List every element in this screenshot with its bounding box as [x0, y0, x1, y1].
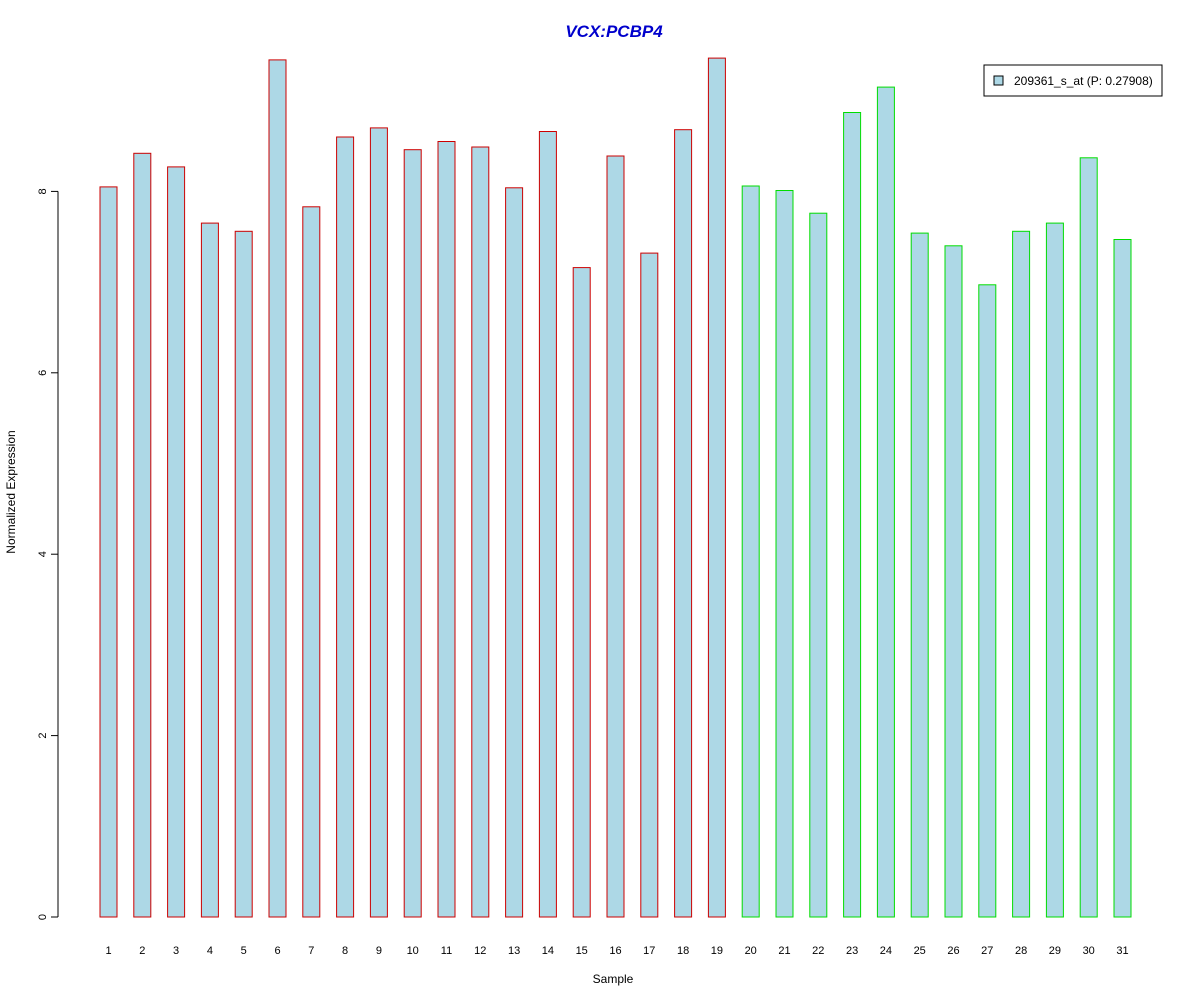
bar-sample-15: [572, 267, 591, 918]
x-tick-label: 6: [274, 945, 280, 957]
x-tick-label: 13: [508, 945, 520, 957]
bar-sample-27: [978, 284, 997, 918]
bar-sample-20: [741, 185, 760, 918]
x-tick-label: 11: [441, 945, 452, 957]
chart-title: VCX:PCBP4: [565, 22, 663, 41]
y-tick-label: 2: [37, 733, 49, 739]
x-tick-label: 3: [173, 945, 179, 957]
bar-sample-5: [234, 230, 253, 918]
y-axis-title: Normalized Expression: [4, 430, 18, 553]
bar-sample-1: [99, 186, 118, 918]
bar-sample-7: [302, 206, 321, 918]
x-tick-label: 1: [105, 945, 111, 957]
bar-sample-14: [538, 131, 557, 918]
legend-swatch: [993, 75, 1004, 86]
x-tick-label: 19: [711, 945, 723, 957]
x-tick-label: 4: [207, 945, 213, 957]
x-tick-label: 16: [609, 945, 621, 957]
y-tick-label: 4: [37, 551, 49, 557]
legend-label: 209361_s_at (P: 0.27908): [1014, 74, 1153, 88]
x-tick-label: 26: [947, 945, 959, 957]
x-tick-label: 20: [745, 945, 757, 957]
x-tick-label: 25: [914, 945, 926, 957]
x-tick-label: 14: [542, 945, 554, 957]
x-tick-label: 8: [342, 945, 348, 957]
bar-sample-11: [437, 141, 456, 918]
bars: [99, 57, 1132, 918]
y-axis: 0 2 4 6 8: [37, 188, 59, 920]
bar-sample-9: [369, 127, 388, 918]
bar-sample-6: [268, 59, 287, 918]
x-tick-label: 24: [880, 945, 892, 957]
x-tick-label: 28: [1015, 945, 1027, 957]
bar-sample-23: [843, 112, 862, 918]
bar-sample-4: [200, 222, 219, 918]
bar-sample-18: [674, 129, 693, 918]
bar-sample-8: [336, 136, 355, 918]
bar-sample-13: [505, 187, 524, 918]
x-tick-label: 18: [677, 945, 689, 957]
x-tick-label: 15: [576, 945, 588, 957]
x-tick-label: 21: [778, 945, 790, 957]
y-tick-label: 0: [37, 914, 49, 920]
x-axis-tick-labels: 1 2 3 4 5 6 7 8 9 10 11 12 13 14 15 16 17 18 19 20 21 22 23 24 2…: [105, 945, 1128, 957]
x-axis-title: Sample: [593, 972, 634, 986]
bar-sample-21: [775, 190, 794, 918]
bar-sample-3: [167, 166, 186, 918]
x-tick-label: 30: [1083, 945, 1095, 957]
bar-sample-16: [606, 155, 625, 918]
x-tick-label: 2: [139, 945, 145, 957]
bar-sample-19: [707, 57, 726, 918]
bar-sample-17: [640, 252, 659, 918]
legend: 209361_s_at (P: 0.27908): [983, 64, 1163, 97]
x-tick-label: 12: [474, 945, 486, 957]
bar-sample-30: [1079, 157, 1098, 918]
x-tick-label: 17: [643, 945, 655, 957]
x-tick-label: 7: [308, 945, 314, 957]
bar-sample-10: [403, 149, 422, 918]
bar-sample-31: [1113, 239, 1132, 918]
x-tick-label: 9: [376, 945, 382, 957]
x-tick-label: 23: [846, 945, 858, 957]
bar-sample-29: [1045, 222, 1064, 918]
bar-sample-25: [910, 232, 929, 918]
x-tick-label: 31: [1116, 945, 1128, 957]
legend-box: [983, 64, 1163, 97]
x-tick-label: 29: [1049, 945, 1061, 957]
x-tick-label: 10: [407, 945, 419, 957]
y-tick-label: 6: [37, 370, 49, 376]
bar-sample-28: [1012, 230, 1031, 918]
x-tick-label: 22: [812, 945, 824, 957]
bar-sample-24: [876, 86, 895, 918]
bar-sample-2: [133, 152, 152, 918]
bar-sample-12: [471, 146, 490, 918]
y-tick-label: 8: [37, 188, 49, 194]
bar-sample-22: [809, 212, 828, 918]
x-tick-label: 27: [981, 945, 993, 957]
bar-sample-26: [944, 245, 963, 918]
x-tick-label: 5: [241, 945, 247, 957]
